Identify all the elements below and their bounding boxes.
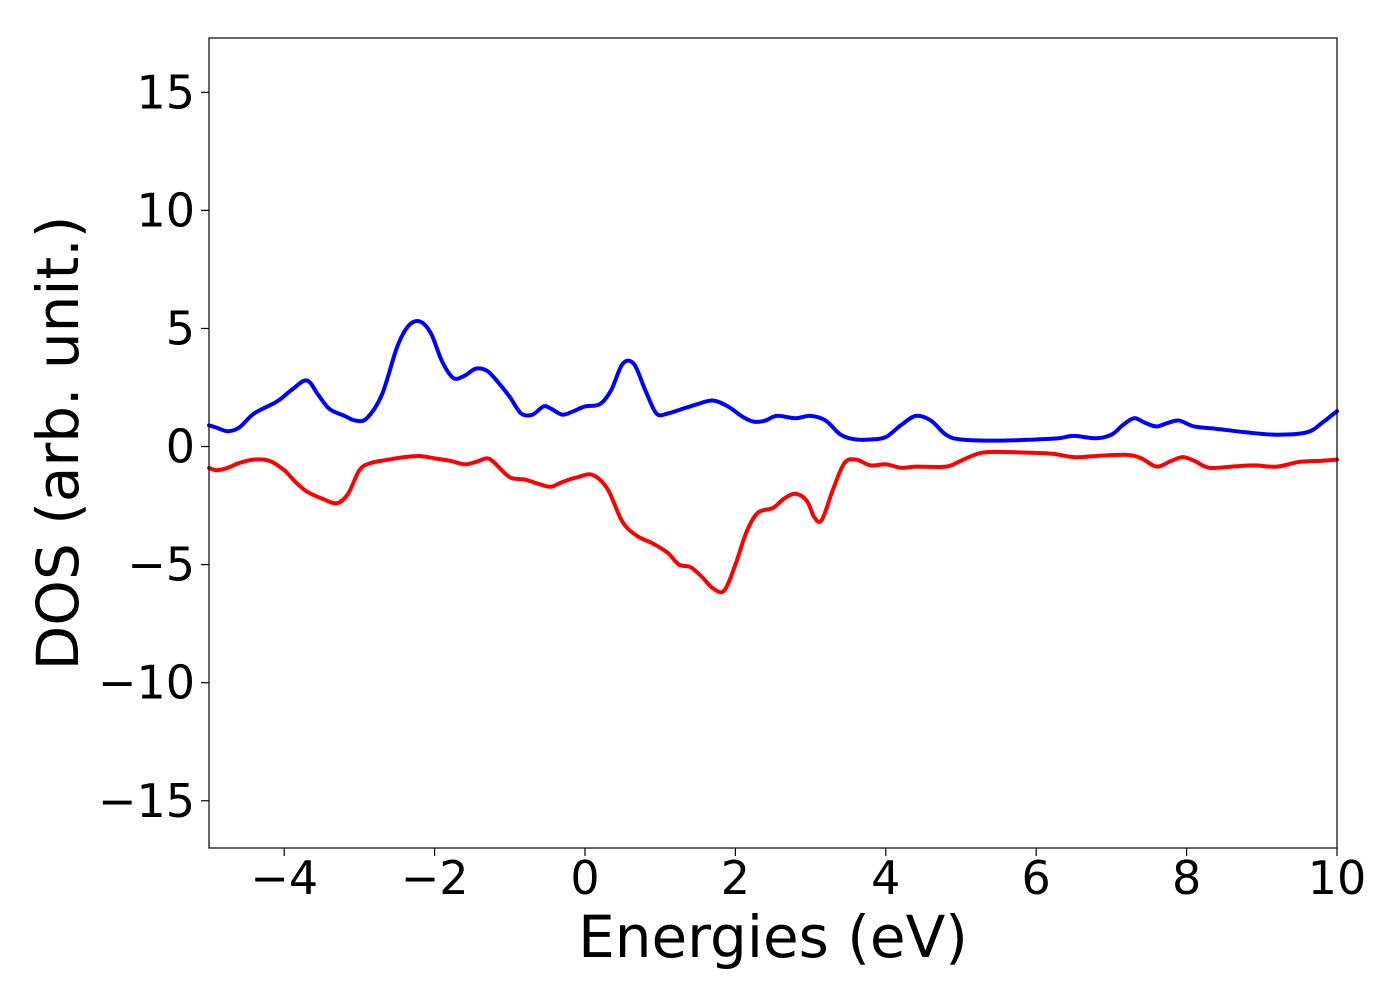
x-tick-label: 8 xyxy=(1172,851,1201,905)
x-tick-label: 2 xyxy=(721,851,750,905)
x-tick-label: −2 xyxy=(401,851,469,905)
x-tick-label: −4 xyxy=(250,851,318,905)
x-tick-label: 10 xyxy=(1308,851,1367,905)
y-tick-label: 10 xyxy=(136,183,195,237)
y-axis-label: DOS (arb. unit.) xyxy=(24,216,92,671)
y-tick-label: 5 xyxy=(166,301,195,355)
x-tick-label: 6 xyxy=(1022,851,1051,905)
x-tick-label: 4 xyxy=(871,851,900,905)
x-tick-label: 0 xyxy=(570,851,599,905)
plot-frame xyxy=(208,37,1338,849)
y-tick-label: −10 xyxy=(98,656,195,710)
series-line-spin-up xyxy=(207,319,1339,443)
x-axis-label: Energies (eV) xyxy=(578,903,968,971)
series-line-spin-down xyxy=(207,449,1339,595)
y-axis-ticks: 15 10 5 0 −5 −10 −15 xyxy=(98,65,209,828)
y-tick-label: 0 xyxy=(166,420,195,474)
x-axis-ticks: −4 −2 0 2 4 6 8 10 xyxy=(250,848,1366,905)
y-tick-label: −5 xyxy=(127,538,195,592)
y-tick-label: 15 xyxy=(136,65,195,119)
y-tick-label: −15 xyxy=(98,774,195,828)
series-layer xyxy=(207,319,1339,595)
